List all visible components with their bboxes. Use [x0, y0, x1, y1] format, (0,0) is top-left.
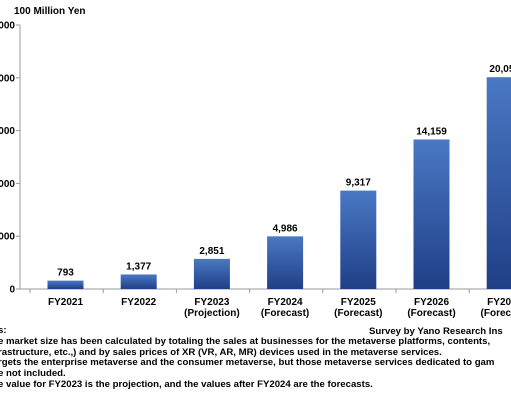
source-credit: Survey by Yano Research Ins — [369, 326, 503, 337]
y-tick-label: 20,000 — [0, 73, 15, 84]
x-tick-label: FY2021 — [48, 297, 83, 308]
data-label: 14,159 — [416, 126, 447, 137]
data-label: 4,986 — [273, 223, 298, 234]
x-tick-label: FY2027 — [487, 297, 511, 308]
note-line: e not included. — [0, 368, 66, 380]
unit-label: 100 Million Yen — [14, 6, 86, 17]
x-tick-label: (Forecast) — [481, 308, 511, 319]
bar — [47, 280, 84, 289]
bar — [120, 274, 157, 289]
bar — [193, 258, 230, 289]
x-tick-label: (Forecast) — [261, 308, 309, 319]
bar — [486, 77, 511, 289]
note-line: e market size has been calculated by tot… — [0, 335, 491, 347]
x-tick-label: (Projection) — [184, 308, 240, 319]
bar — [340, 190, 377, 289]
data-label: 9,317 — [346, 178, 371, 189]
y-tick-label: 10,000 — [0, 179, 15, 190]
data-label: 793 — [57, 268, 74, 279]
notes-block: s: e market size has been calculated by … — [0, 325, 511, 391]
data-label: 2,851 — [199, 246, 224, 257]
y-tick-label: 0 — [9, 285, 15, 296]
notes-heading: s: — [0, 325, 7, 336]
note-line: rgets the enterprise metaverse and the c… — [0, 357, 495, 369]
x-tick-label: FY2023 — [194, 297, 229, 308]
y-tick-label: 5,000 — [0, 232, 15, 243]
data-label: 1,377 — [126, 261, 151, 272]
x-tick-label: (Forecast) — [407, 308, 455, 319]
note-line: rastructure, etc.,) and by sales prices … — [0, 346, 442, 358]
x-tick-label: FY2024 — [268, 297, 303, 308]
x-tick-label: FY2026 — [414, 297, 449, 308]
bar — [267, 236, 304, 289]
y-tick-label: 15,000 — [0, 126, 15, 137]
x-tick-label: FY2025 — [341, 297, 376, 308]
x-tick-label: (Forecast) — [334, 308, 382, 319]
data-label: 20,059 — [489, 64, 511, 75]
y-tick-label: 25,000 — [0, 21, 15, 32]
x-tick-label: FY2022 — [121, 297, 156, 308]
bar — [413, 139, 450, 289]
note-line: e value for FY2023 is the projection, an… — [0, 378, 373, 390]
